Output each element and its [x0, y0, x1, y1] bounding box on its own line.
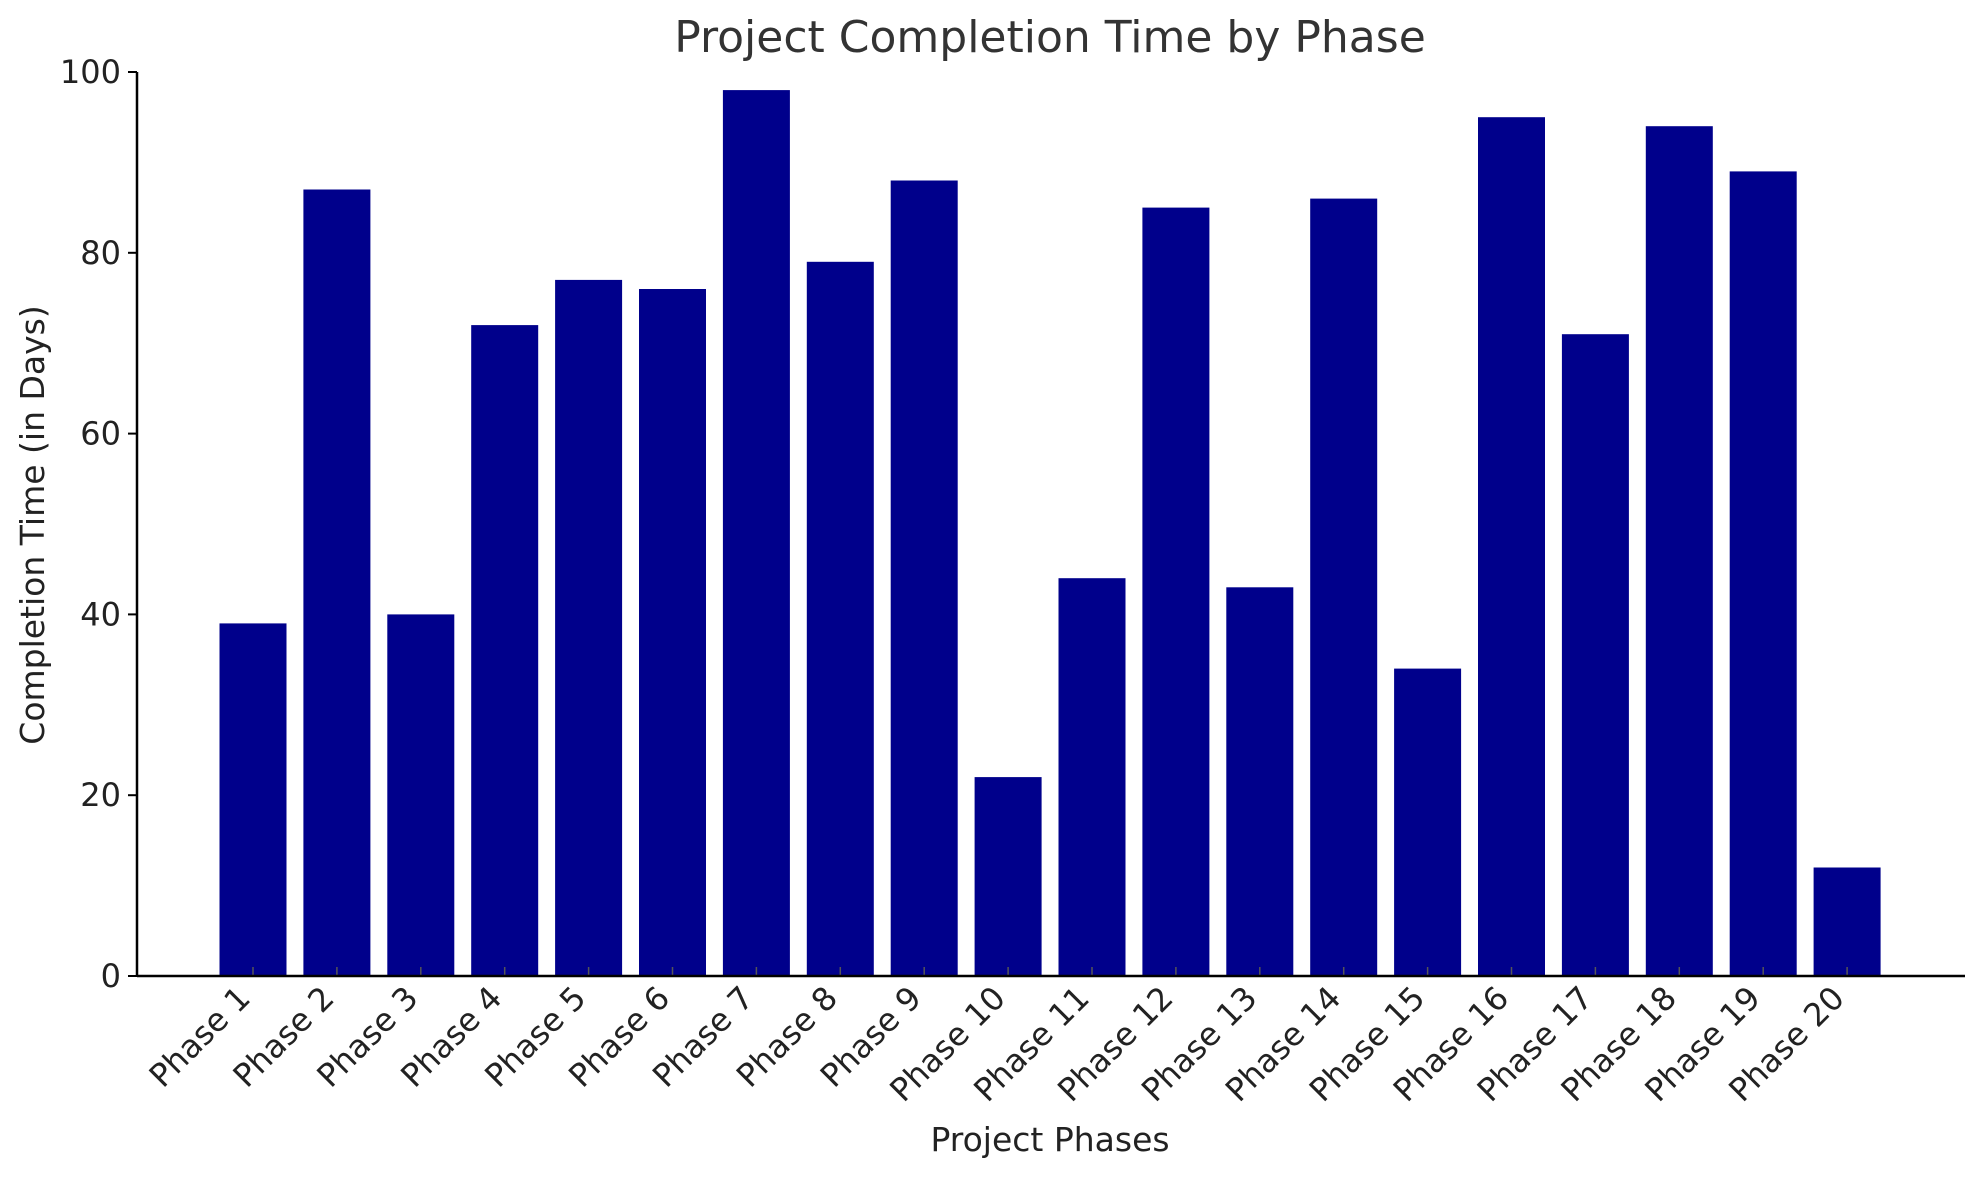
- bar-5: [555, 279, 623, 976]
- bar-10: [974, 777, 1042, 976]
- bar-8: [806, 261, 874, 976]
- y-tick-label: 80: [80, 234, 121, 272]
- bar-9: [890, 180, 958, 976]
- y-tick-label: 0: [101, 957, 121, 995]
- bar-2: [303, 189, 371, 976]
- bars: [219, 90, 1881, 977]
- y-tick-label: 40: [80, 595, 121, 633]
- bar-7: [722, 90, 790, 977]
- bar-19: [1729, 171, 1797, 976]
- bar-20: [1813, 867, 1881, 976]
- y-axis-label: Completion Time (in Days): [13, 305, 52, 744]
- bar-18: [1645, 126, 1713, 976]
- bar-3: [387, 614, 455, 976]
- bar-17: [1561, 334, 1629, 976]
- bar-16: [1478, 117, 1545, 976]
- x-axis-label: Project Phases: [930, 1120, 1169, 1159]
- bar-4: [471, 325, 539, 977]
- y-tick-label: 60: [80, 415, 121, 453]
- y-tick-label: 100: [60, 53, 121, 91]
- bar-14: [1310, 198, 1378, 977]
- bar-1: [219, 623, 287, 976]
- bar-12: [1142, 207, 1210, 977]
- bar-6: [639, 289, 706, 976]
- inner-tick-marks: [252, 967, 1848, 976]
- bar-11: [1058, 578, 1126, 976]
- chart-title: Project Completion Time by Phase: [674, 12, 1426, 63]
- bar-15: [1394, 668, 1462, 976]
- y-tick-label: 20: [80, 776, 121, 814]
- y-axis-ticks: 0 20 40 60 80 100: [60, 53, 137, 995]
- bar-13: [1226, 587, 1294, 976]
